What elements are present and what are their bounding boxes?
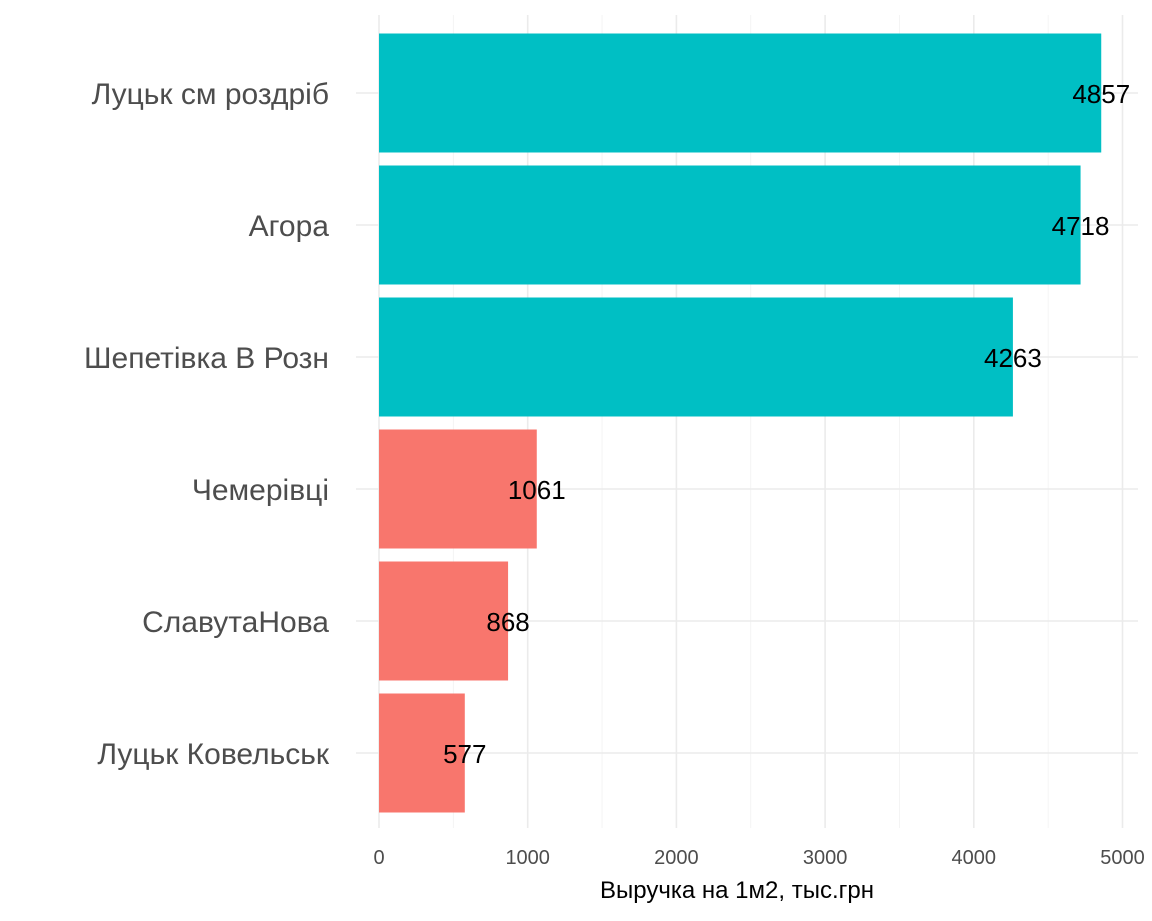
data-label: 1061 bbox=[508, 475, 566, 505]
data-label: 577 bbox=[443, 739, 486, 769]
x-tick-label: 4000 bbox=[952, 847, 997, 869]
x-axis-title: Выручка на 1м2, тыс.грн bbox=[600, 877, 874, 904]
x-axis-tick-labels: 0 1000 2000 3000 4000 5000 bbox=[373, 847, 1144, 869]
y-tick-label: Шепетівка В Розн bbox=[84, 342, 329, 375]
data-label: 868 bbox=[486, 607, 529, 637]
bar bbox=[379, 561, 509, 681]
x-tick-label: 5000 bbox=[1100, 847, 1145, 869]
data-label: 4857 bbox=[1072, 79, 1130, 109]
data-label: 4718 bbox=[1052, 211, 1110, 241]
data-label: 4263 bbox=[984, 343, 1042, 373]
y-tick-label: СлавутаНова bbox=[142, 606, 329, 639]
bar bbox=[379, 429, 537, 549]
y-tick-label: Агора bbox=[249, 210, 330, 243]
bar bbox=[379, 165, 1081, 285]
y-tick-label: Луцьк см роздріб bbox=[92, 78, 329, 111]
bar bbox=[379, 297, 1013, 417]
x-tick-label: 2000 bbox=[654, 847, 699, 869]
y-axis-tick-labels: Луцьк см роздріб Агора Шепетівка В Розн Чем… bbox=[84, 78, 330, 771]
data-labels: 4857 4718 4263 1061 868 577 bbox=[443, 79, 1130, 769]
y-tick-label: Чемерівці bbox=[192, 474, 329, 507]
x-tick-label: 0 bbox=[373, 847, 384, 869]
bar bbox=[379, 33, 1102, 153]
x-tick-label: 3000 bbox=[803, 847, 848, 869]
bars bbox=[379, 33, 1102, 813]
bar bbox=[379, 693, 465, 813]
y-tick-label: Луцьк Ковельськ bbox=[97, 738, 330, 771]
x-tick-label: 1000 bbox=[505, 847, 550, 869]
